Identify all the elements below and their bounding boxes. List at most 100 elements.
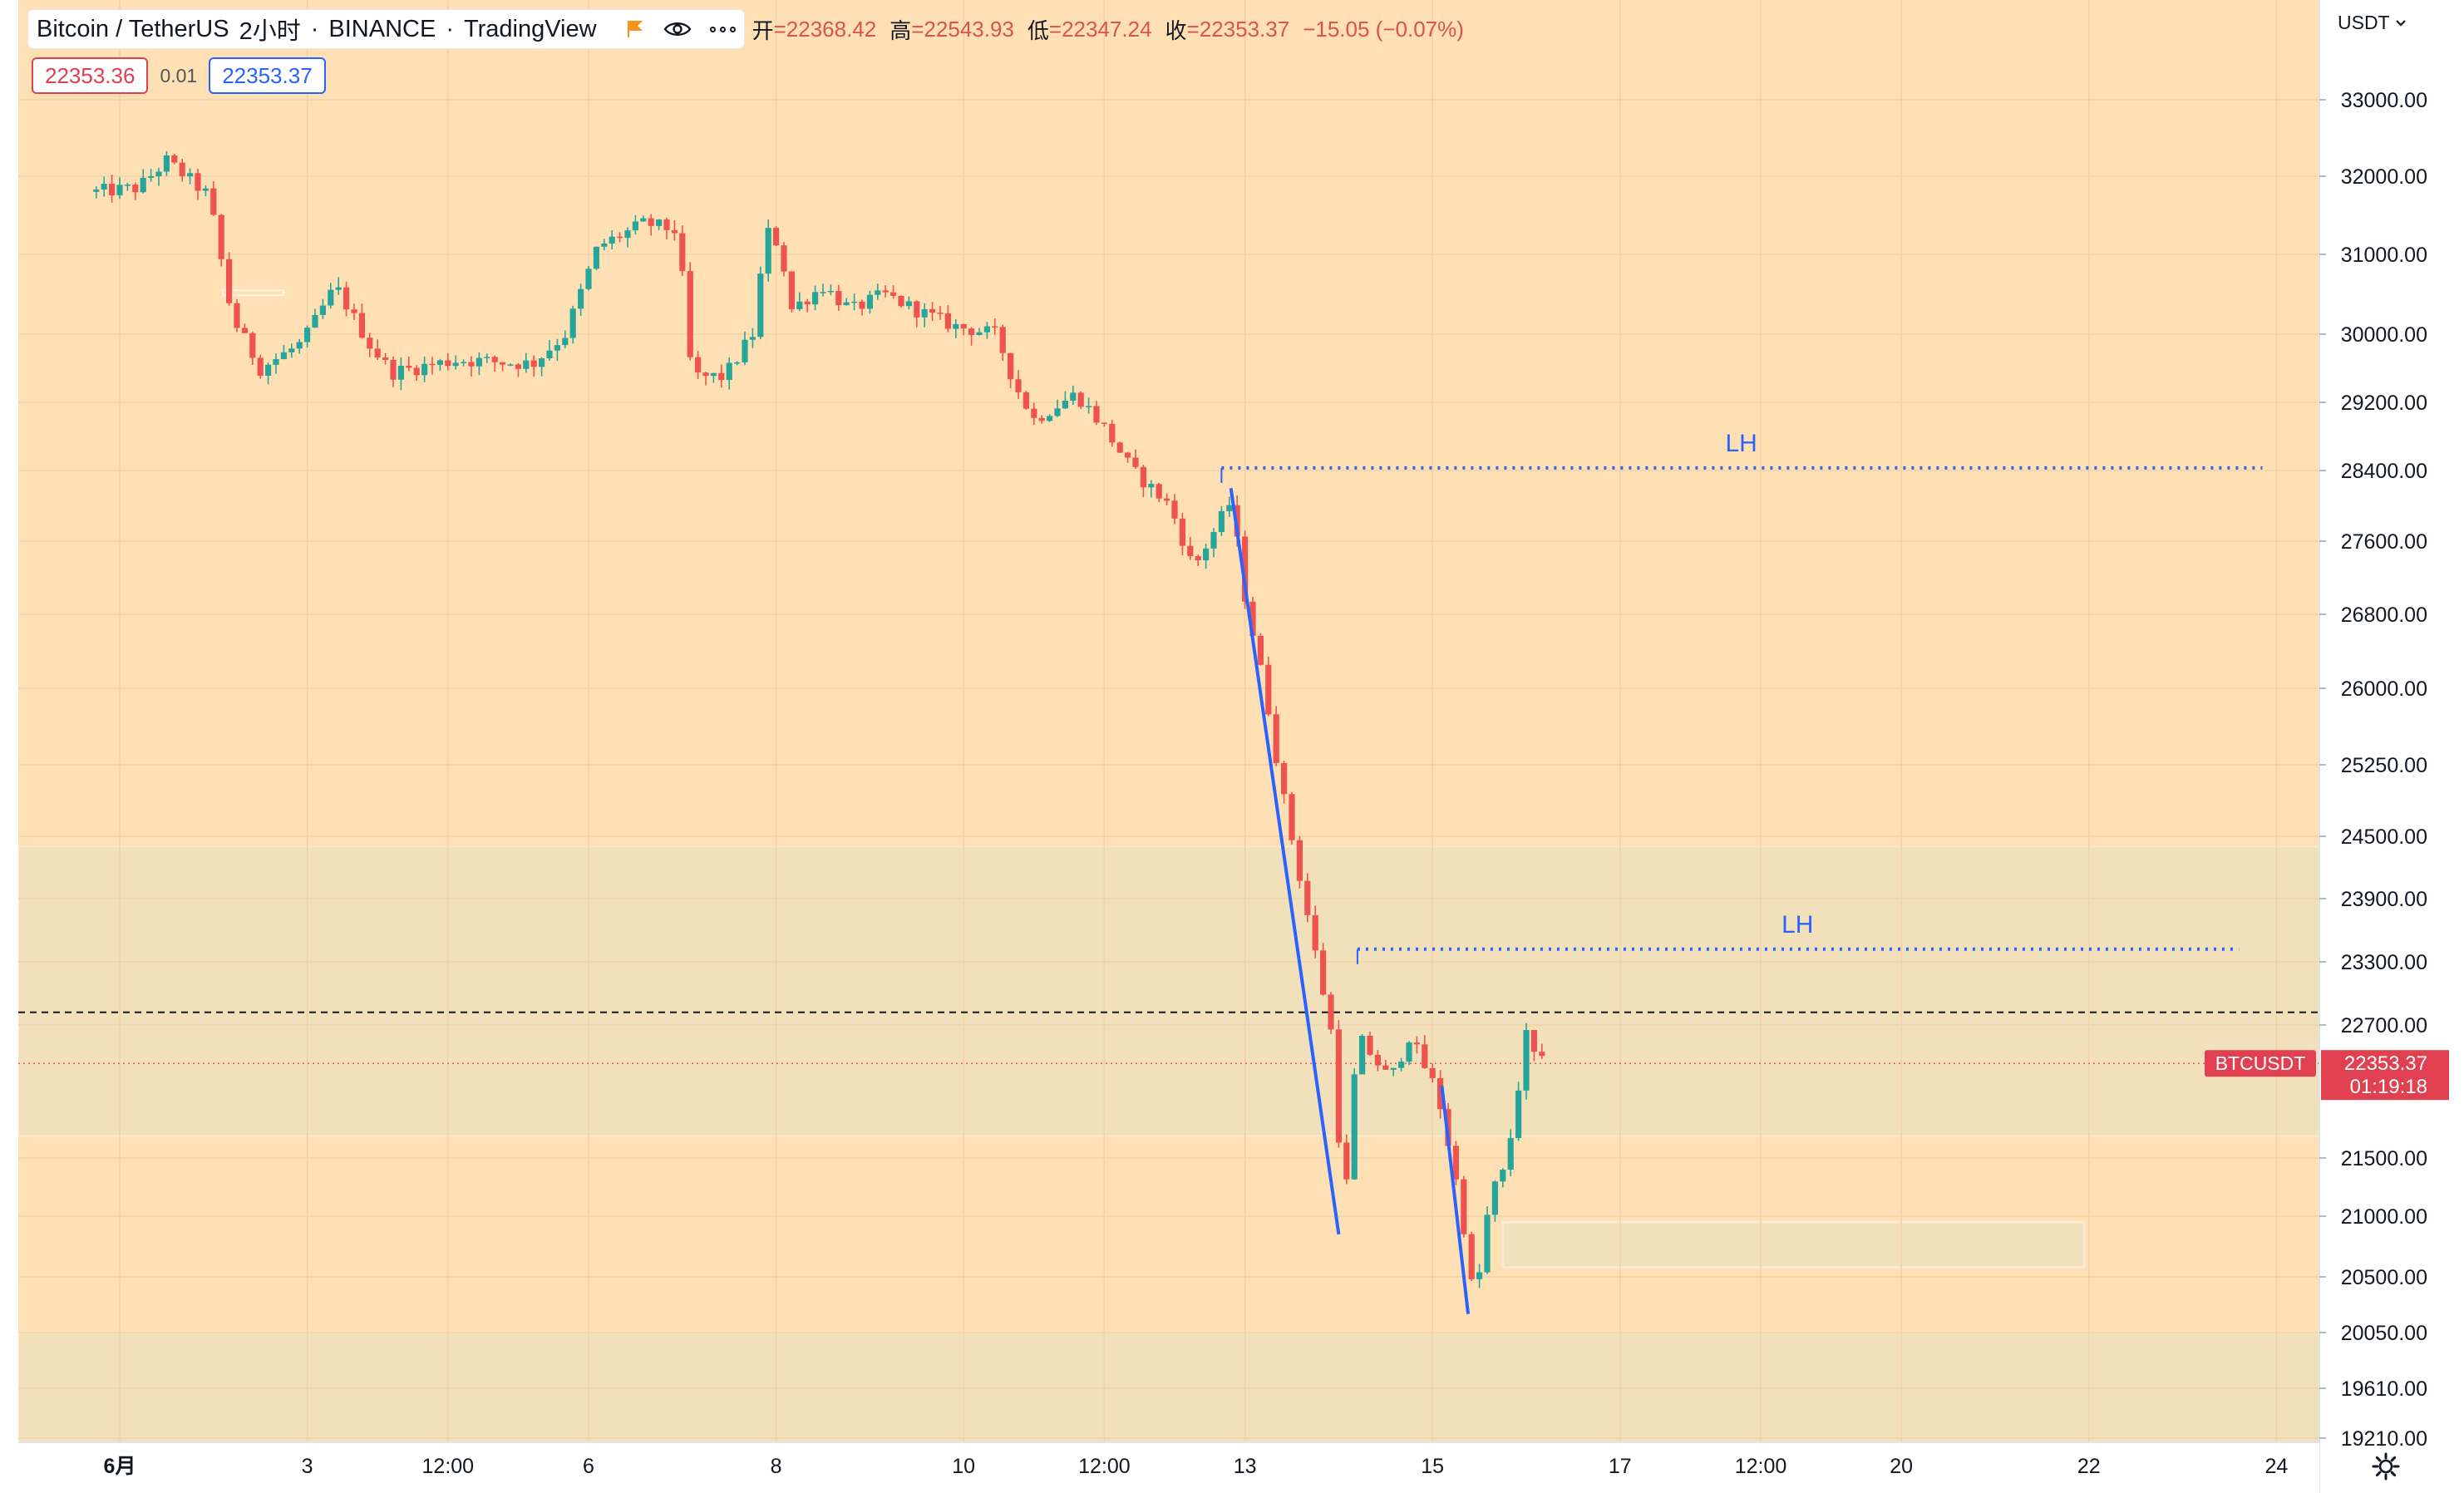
candle-body — [155, 171, 162, 177]
price-tick-label: 19610.00 — [2341, 1377, 2427, 1401]
candle-body — [397, 365, 404, 380]
price-tick-label: 29200.00 — [2341, 392, 2427, 415]
candle-body — [929, 308, 936, 313]
candle-body — [1491, 1181, 1498, 1215]
low-label: 低 — [1027, 17, 1049, 43]
candle-body — [1398, 1062, 1405, 1068]
candle-body — [601, 243, 608, 247]
price-tick-label: 24500.00 — [2341, 825, 2427, 849]
high-label: 高 — [890, 17, 912, 43]
candle-body — [1047, 416, 1053, 421]
candle-body — [695, 357, 702, 373]
candle-body — [1164, 498, 1170, 501]
candle-body — [530, 360, 537, 367]
trend-layer[interactable] — [1229, 487, 1471, 1314]
candle-body — [523, 360, 530, 369]
price-tick-label: 20500.00 — [2341, 1266, 2427, 1289]
candle-body — [1125, 452, 1131, 458]
candle-body — [445, 360, 451, 367]
candle-body — [148, 176, 155, 178]
candle-body — [163, 155, 170, 172]
demand-zone-1[interactable] — [17, 845, 2320, 1137]
candle-body — [687, 271, 693, 357]
candle-body — [953, 323, 959, 329]
candle-body — [640, 218, 647, 222]
candle-body — [1484, 1215, 1491, 1273]
price-axis-panel[interactable] — [2319, 0, 2464, 1493]
trend-line-2[interactable] — [1440, 1086, 1471, 1314]
candle-body — [765, 228, 771, 274]
ask-price-button[interactable]: 22353.37 — [209, 57, 326, 94]
more-options-icon[interactable] — [709, 26, 736, 32]
candle-body — [914, 301, 920, 318]
price-tick-label: 28400.00 — [2341, 460, 2427, 483]
candle-body — [578, 288, 584, 309]
candle-body — [1218, 510, 1225, 532]
candle-body — [1101, 422, 1107, 424]
candle-body — [1312, 914, 1318, 951]
candle-body — [1382, 1065, 1389, 1070]
candle-body — [992, 326, 998, 328]
candle-body — [983, 326, 990, 333]
candle-body — [374, 348, 381, 358]
dot-separator-1: · — [310, 15, 319, 42]
candle-body — [1343, 1142, 1350, 1180]
flag-icon[interactable] — [625, 19, 645, 39]
candle-body — [609, 236, 615, 244]
candle-body — [624, 230, 631, 239]
candle-body — [632, 221, 638, 231]
candle-body — [1296, 840, 1303, 881]
candle-body — [1062, 401, 1068, 409]
price-tick-label: 32000.00 — [2341, 165, 2427, 189]
eye-icon[interactable] — [663, 20, 692, 38]
candle-body — [866, 294, 873, 309]
candle-body — [742, 339, 748, 362]
price-tick-label: 30000.00 — [2341, 323, 2427, 347]
candle-body — [875, 290, 881, 295]
candle-body — [1015, 379, 1022, 392]
candle-body — [656, 219, 663, 226]
small-rect-marker[interactable] — [222, 289, 285, 297]
price-badge — [2321, 1050, 2449, 1101]
lh-label-1: LH — [1725, 430, 1757, 457]
interval-label[interactable]: 2小时 — [239, 18, 301, 45]
currency-selector[interactable]: USDT — [2338, 12, 2407, 34]
time-tick-label: 24 — [2264, 1455, 2288, 1478]
candle-body — [116, 185, 123, 195]
time-tick-label: 3 — [302, 1455, 313, 1478]
candle-body — [1070, 392, 1077, 402]
candle-body — [265, 364, 272, 377]
bid-price-button[interactable]: 22353.36 — [32, 57, 149, 94]
symbol-title-box[interactable]: Bitcoin / TetherUS 2小时 · BINANCE · Tradi… — [28, 10, 744, 48]
candle-body — [554, 345, 560, 351]
candle-body — [1148, 484, 1155, 488]
price-badge-text: 22353.37 — [2344, 1052, 2427, 1075]
candle-body — [1289, 794, 1295, 840]
candle-body — [413, 367, 420, 376]
candle-body — [859, 301, 865, 309]
candle-body — [1242, 536, 1249, 602]
candle-body — [1413, 1042, 1420, 1045]
candle-body — [93, 190, 100, 192]
price-tick-label: 25250.00 — [2341, 754, 2427, 777]
candle-body — [328, 289, 334, 306]
gear-icon[interactable] — [2371, 1451, 2401, 1481]
price-tick-label: 21000.00 — [2341, 1205, 2427, 1229]
candle-body — [319, 305, 326, 315]
candle-body — [1008, 352, 1014, 380]
candle-body — [968, 328, 975, 335]
candle-body — [671, 229, 678, 234]
candle-body — [1359, 1036, 1366, 1075]
candle-body — [1328, 994, 1334, 1030]
trend-line-1[interactable] — [1229, 487, 1341, 1235]
open-label: 开 — [752, 17, 774, 43]
symbol-name[interactable]: Bitcoin / TetherUS — [37, 15, 229, 42]
price-tick-label: 22700.00 — [2341, 1014, 2427, 1037]
candle-body — [461, 362, 467, 363]
small-zone-box[interactable] — [1501, 1220, 2086, 1269]
candle-body — [827, 290, 834, 293]
ohlc-values: 开 =22368.42 高 =22543.93 低 =22347.24 收 =2… — [752, 14, 1464, 45]
time-axis-panel[interactable] — [0, 1442, 2319, 1493]
